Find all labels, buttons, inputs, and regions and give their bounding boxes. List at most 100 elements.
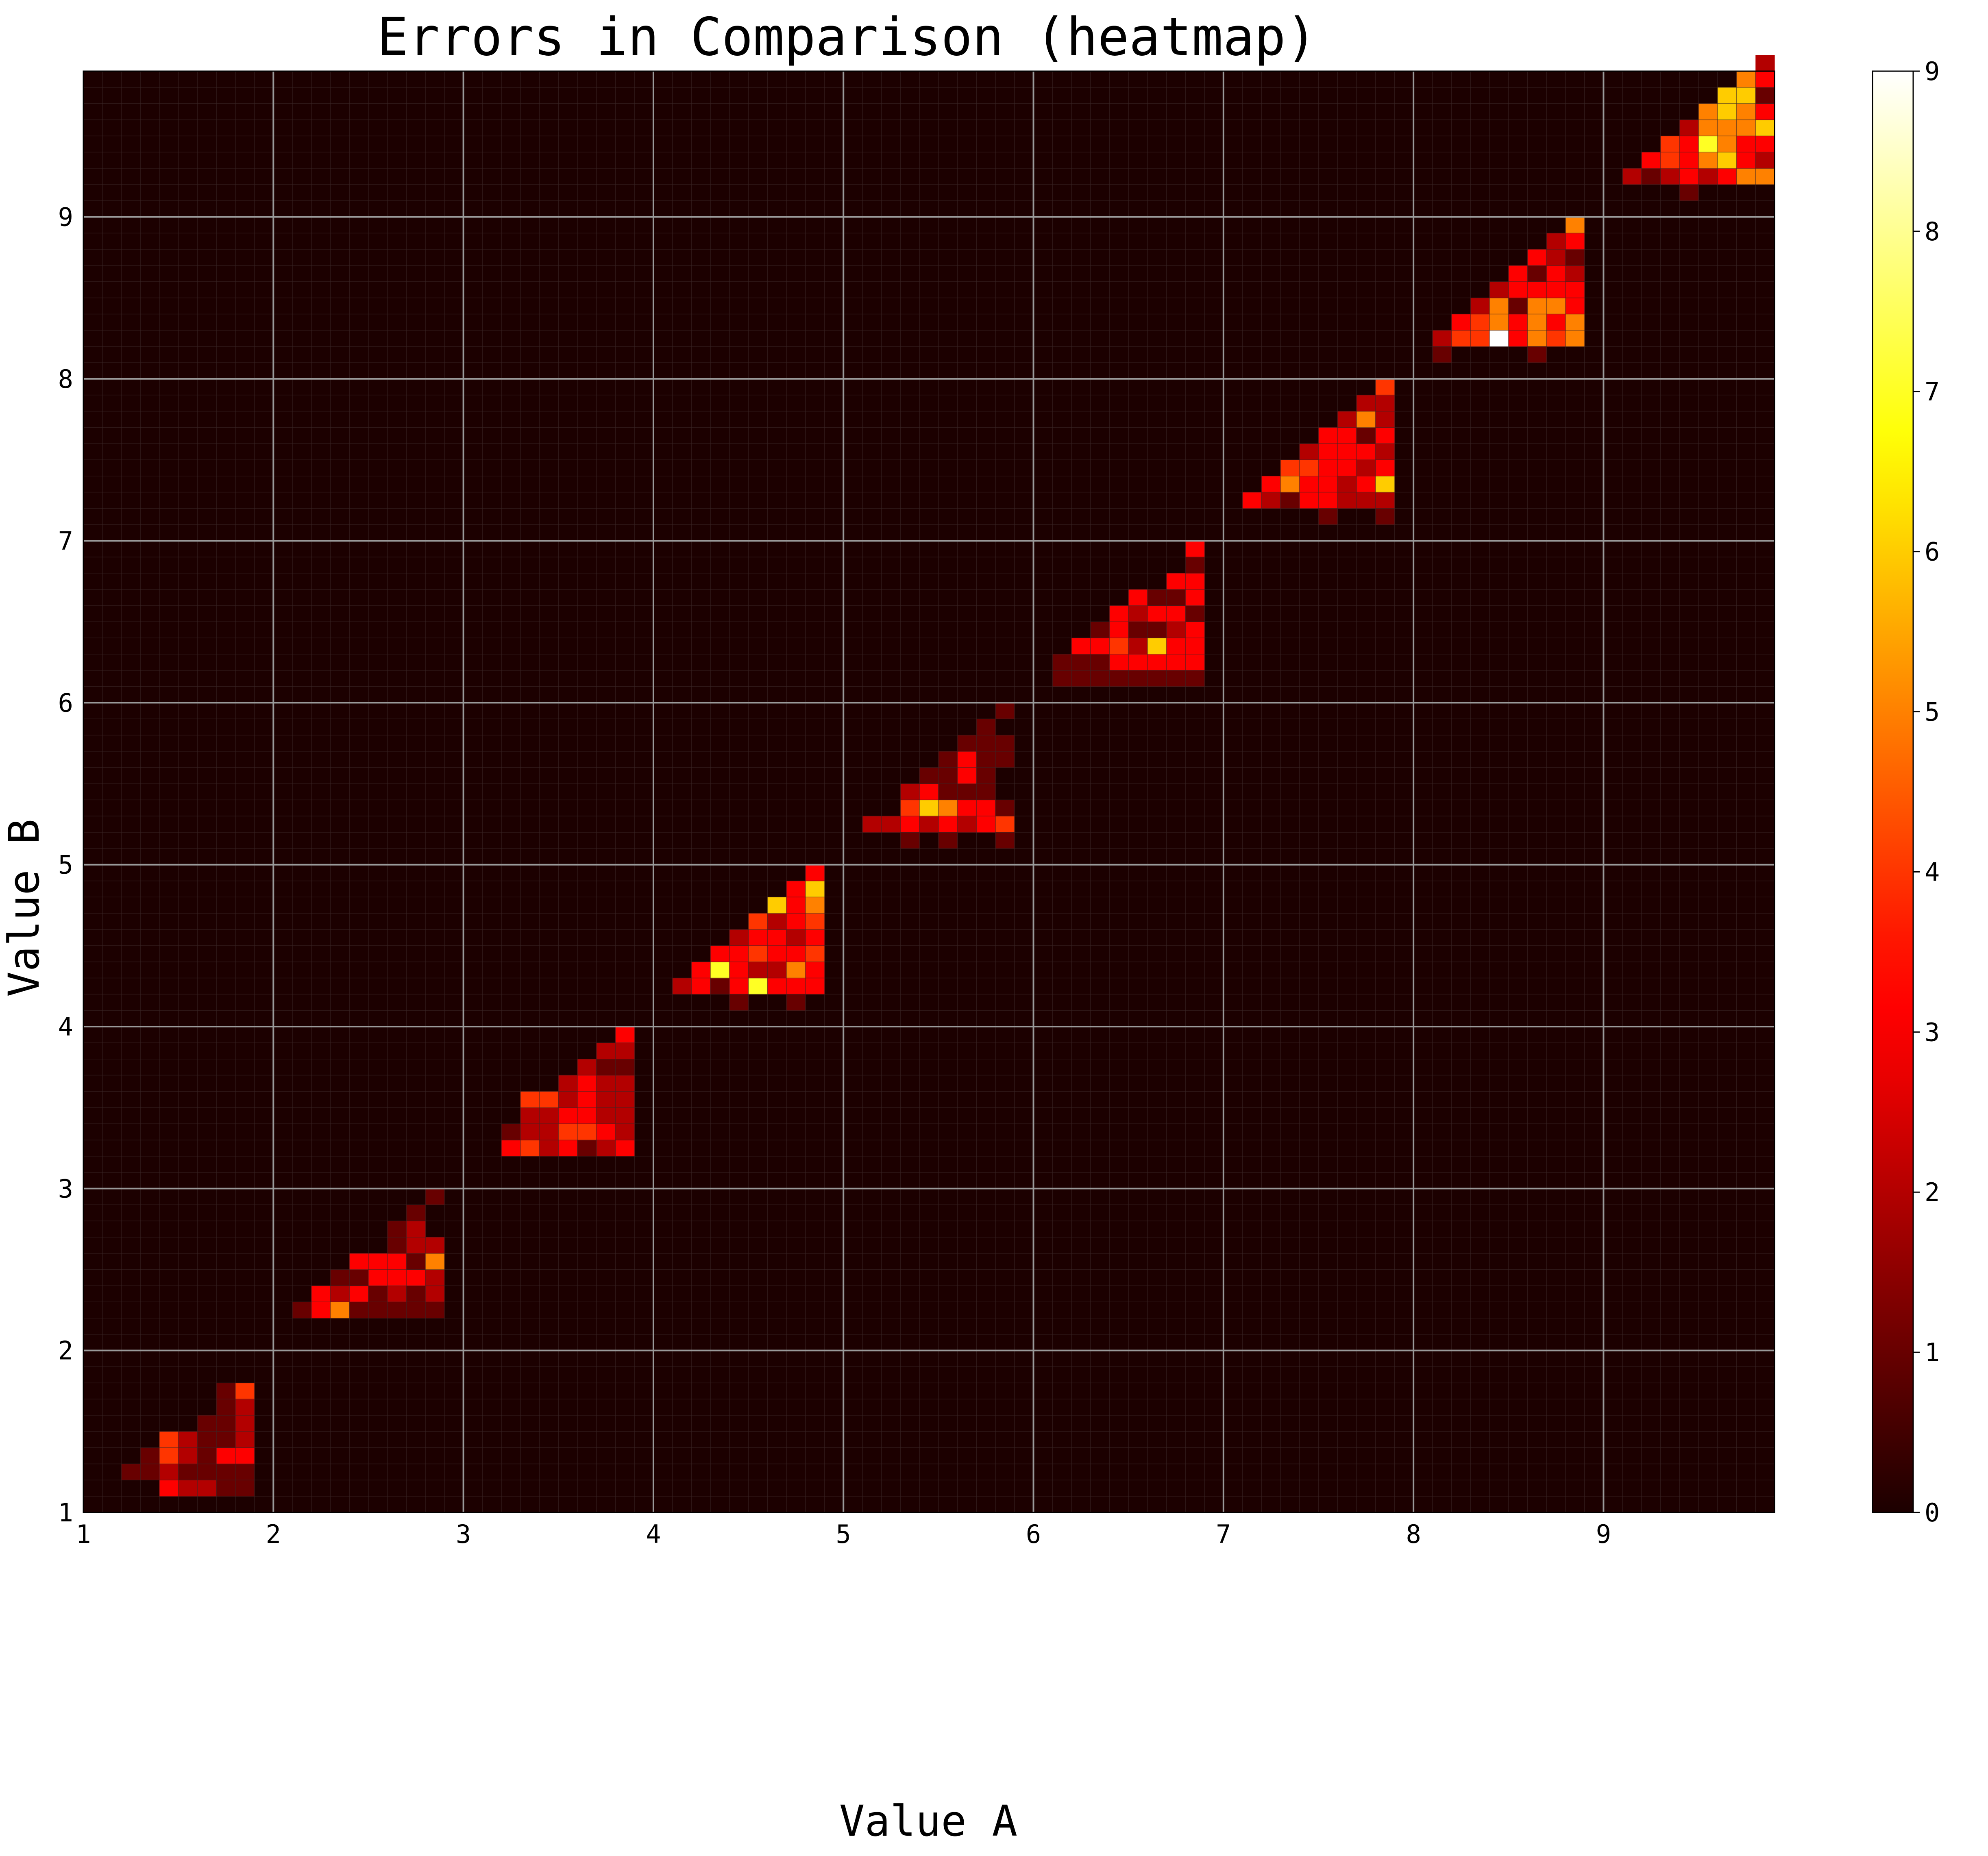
heatmap-cell — [919, 767, 939, 784]
heatmap-cell — [235, 1383, 255, 1399]
heatmap-cell — [539, 1108, 559, 1124]
heatmap-cell — [425, 1253, 445, 1270]
heatmap-cell — [1356, 459, 1376, 477]
colorbar-tick-label: 8 — [1925, 217, 1940, 246]
y-tick-label: 1 — [58, 1498, 73, 1527]
heatmap-cell — [1375, 492, 1395, 509]
heatmap-cell — [1185, 622, 1205, 638]
heatmap-cell — [1147, 670, 1167, 687]
heatmap-cell — [577, 1140, 597, 1157]
heatmap-cell — [197, 1447, 217, 1464]
heatmap-cell — [1071, 638, 1091, 655]
heatmap-cell — [805, 929, 825, 946]
heatmap-cell — [1565, 265, 1585, 282]
heatmap-cell — [1736, 71, 1756, 88]
heatmap-cell — [786, 994, 806, 1011]
heatmap-cell — [1375, 395, 1395, 412]
heatmap-cell — [520, 1108, 540, 1124]
heatmap-cell — [957, 783, 977, 801]
heatmap-cell — [368, 1286, 388, 1302]
heatmap-cell — [216, 1464, 236, 1480]
heatmap-cell — [1356, 492, 1376, 509]
heatmap-cell — [216, 1399, 236, 1416]
heatmap-cell — [1356, 444, 1376, 460]
heatmap-cell — [1109, 654, 1129, 671]
heatmap-cell — [710, 962, 730, 979]
heatmap-cell — [862, 816, 882, 833]
y-tick-label: 8 — [58, 364, 73, 394]
heatmap-cell — [1337, 444, 1357, 460]
heatmap-cell — [1489, 314, 1509, 331]
heatmap-cell — [1489, 281, 1509, 298]
heatmap-cell — [995, 832, 1015, 849]
heatmap-cell — [1090, 622, 1110, 638]
heatmap-cell — [976, 751, 996, 768]
heatmap-cell — [197, 1431, 217, 1448]
heatmap-cell — [1280, 476, 1300, 493]
colorbar: 0 1 2 3 4 5 6 7 8 9 — [1872, 57, 1940, 1527]
heatmap-cell — [1090, 670, 1110, 687]
x-tick-label: 4 — [646, 1519, 661, 1549]
heatmap-cell — [1546, 281, 1566, 298]
heatmap-cell — [1128, 654, 1148, 671]
heatmap-cell — [368, 1253, 388, 1270]
heatmap-cell — [900, 832, 920, 849]
heatmap-cell — [1717, 120, 1737, 136]
heatmap-cell — [1622, 168, 1642, 185]
heatmap-cell — [520, 1140, 540, 1157]
y-tick-label: 6 — [58, 688, 73, 718]
heatmap-cell — [1166, 654, 1186, 671]
heatmap-cell — [425, 1302, 445, 1319]
heatmap-cell — [1090, 654, 1110, 671]
heatmap-cell — [748, 978, 768, 994]
grid-lines — [83, 71, 1775, 1512]
heatmap-cell — [1470, 298, 1490, 315]
heatmap-cell — [957, 816, 977, 833]
heatmap-cell — [178, 1431, 198, 1448]
y-axis-ticks: 1 2 3 4 5 6 7 8 9 — [58, 202, 73, 1527]
heatmap-cell — [615, 1124, 635, 1140]
x-tick-label: 7 — [1216, 1519, 1231, 1549]
heatmap-cell — [1755, 168, 1775, 185]
heatmap-cell — [938, 816, 958, 833]
heatmap-cell — [1527, 265, 1547, 282]
heatmap-cell — [197, 1480, 217, 1497]
heatmap-cell — [330, 1302, 350, 1319]
heatmap-cell — [1318, 444, 1338, 460]
heatmap-cell — [1090, 638, 1110, 655]
x-tick-label: 3 — [456, 1519, 471, 1549]
heatmap-cell — [1660, 168, 1680, 185]
heatmap-cell — [729, 929, 749, 946]
heatmap-cell — [1261, 476, 1281, 493]
heatmap-cell — [672, 978, 692, 994]
heatmap-cell — [1698, 136, 1718, 152]
heatmap-cell — [1641, 152, 1661, 169]
colorbar-tick-label: 3 — [1925, 1017, 1940, 1047]
heatmap-cell — [1679, 136, 1699, 152]
heatmap-cell — [995, 751, 1015, 768]
heatmap-cell — [805, 978, 825, 994]
heatmap-cell — [596, 1059, 616, 1076]
heatmap-cell — [1527, 249, 1547, 266]
heatmap-cell — [216, 1447, 236, 1464]
heatmap-cell — [1679, 168, 1699, 185]
heatmap-cell — [1717, 168, 1737, 185]
heatmap-cell — [1242, 492, 1262, 509]
heatmap-cell — [748, 962, 768, 979]
heatmap-cell — [1185, 541, 1205, 557]
heatmap-cell — [805, 962, 825, 979]
heatmap-cell — [786, 913, 806, 930]
heatmap-cell — [976, 767, 996, 784]
heatmap-cell — [957, 767, 977, 784]
heatmap-cell — [1508, 330, 1528, 347]
heatmap-cell — [786, 962, 806, 979]
heatmap-cell — [1546, 249, 1566, 266]
y-tick-label: 3 — [58, 1174, 73, 1203]
heatmap-cell — [1489, 330, 1509, 347]
heatmap-cell — [387, 1237, 407, 1254]
heatmap-cell — [216, 1480, 236, 1497]
heatmap-cell — [1128, 638, 1148, 655]
heatmap-cell — [710, 978, 730, 994]
heatmap-cell — [1166, 589, 1186, 606]
